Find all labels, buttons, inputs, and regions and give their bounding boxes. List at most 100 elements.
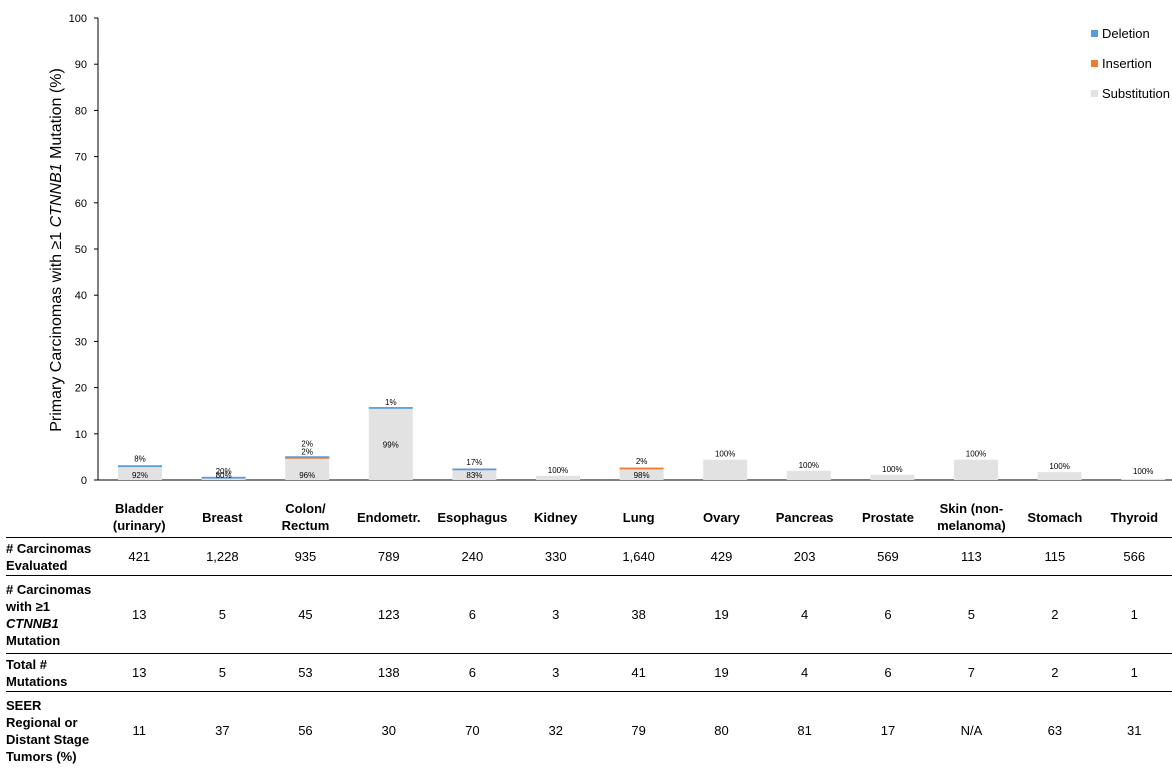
data-label-deletion: 8% [134,455,146,464]
table-header-row: Bladder (urinary) Breast Colon/ Rectum E… [6,497,1172,538]
table-cell: 17 [880,723,896,739]
bar-substitution [285,458,330,480]
bar-insertion [619,467,664,470]
table-cell: 1 [1130,607,1138,622]
legend-swatch-insertion [1091,60,1098,67]
table-header-cell: Lung [622,509,655,525]
table-cell: 13 [131,607,147,622]
table-cell: 115 [1044,549,1066,564]
table-cell: 113 [961,549,982,564]
table-cell: 4 [801,665,809,680]
table-cell: 421 [128,549,151,564]
y-tick-label: 60 [75,198,87,210]
y-tick-label: 20 [75,383,87,395]
data-label-substitution: 100% [966,450,986,459]
table-cell: 240 [461,549,484,564]
bar-substitution [1037,472,1082,480]
table-cell: 56 [298,723,313,739]
bar-substitution [536,475,580,480]
legend-label-deletion: Deletion [1102,26,1150,41]
table-header-cell: Bladder (urinary) [112,501,166,533]
table-cell: 5 [967,607,976,622]
legend-item-substitution: Substitution [1091,86,1170,101]
table-header-cell: Ovary [703,509,740,525]
bar-substitution [118,467,162,480]
table-cell: 1,228 [206,549,239,564]
table-cell: 123 [377,607,400,622]
legend-item-deletion: Deletion [1091,26,1170,41]
data-label-insertion: 2% [636,457,648,466]
row-label: SEER Regional or Distant Stage Tumors (%… [6,697,90,764]
data-table: Bladder (urinary) Breast Colon/ Rectum E… [6,497,1172,770]
legend-item-insertion: Insertion [1091,56,1170,71]
table-cell: 5 [218,607,226,622]
y-tick-label: 50 [75,244,87,256]
data-label-substitution: 100% [799,461,819,470]
data-label-substitution: 80% [216,471,232,480]
y-tick-label: 100 [69,13,87,25]
table-header-cell: Pancreas [775,509,834,525]
y-tick-label: 90 [75,59,87,71]
data-label-substitution: 100% [1049,462,1069,471]
bar-substitution [870,474,915,480]
table-cell: 80 [714,723,729,739]
legend-label-substitution: Substitution [1102,86,1170,101]
bar-deletion [118,465,162,468]
bar-deletion [285,456,330,459]
table-cell: 13 [131,665,147,680]
table-cell: 45 [298,607,313,622]
y-axis-label-text: Primary Carcinomas with ≥1 CTNNB1 Mutati… [48,68,65,432]
table-cell: 1 [1130,665,1138,680]
data-label-substitution: 100% [548,466,568,475]
bar-substitution [619,469,664,480]
table-header-cell: Thyroid [1110,509,1159,525]
y-tick-label: 70 [75,152,87,164]
row-label: Total # Mutations [6,656,68,689]
table-header-cell: Endometr. [356,509,421,525]
table-cell: N/A [960,723,983,739]
table-cell: 53 [298,665,313,680]
table-cell: 41 [631,665,646,680]
row-label: # Carcinomas with ≥1 CTNNB1 Mutation [6,581,92,648]
bar-substitution [452,470,497,480]
table-cell: 7 [967,665,976,680]
table-cell: 31 [1127,723,1142,739]
table-cell: 37 [215,723,230,739]
data-label-deletion: 2% [301,439,313,448]
bar-substitution [703,459,748,480]
bar-substitution [954,459,998,480]
table-cell: 19 [714,665,729,680]
table-header-cell: Colon/ Rectum [281,501,330,533]
table-cell: 19 [714,607,729,622]
table-cell: 203 [793,549,816,564]
table-row-total-mutations: Total # Mutations 13 5 53 138 6 3 41 19 … [6,653,1172,692]
table-cell: 79 [631,723,646,739]
row-label: # Carcinomas Evaluated [6,540,92,573]
legend-swatch-deletion [1091,30,1098,37]
table-header-cell: Skin (non-melanoma) [937,501,1006,533]
table-cell: 30 [381,723,396,739]
table-cell: 3 [552,665,560,680]
bar-deletion [368,407,413,409]
data-label-substitution: 83% [466,471,482,480]
legend-swatch-substitution [1091,90,1098,97]
data-label-substitution: 100% [1133,467,1153,476]
table-row-carcinomas-evaluated: # Carcinomas Evaluated 421 1,228 935 789… [6,537,1172,576]
data-label-substitution: 99% [383,440,399,449]
table-header-cell: Prostate [861,509,914,525]
table-cell: 1,640 [622,549,655,564]
table-cell: 81 [797,723,812,739]
table-cell: 38 [631,607,646,622]
table-cell: 6 [468,665,476,680]
bar-substitution [368,408,413,480]
table-cell: 6 [884,607,892,622]
table-header-cell: Breast [202,509,243,525]
data-label-substitution: 96% [299,471,315,480]
table-cell: 935 [294,549,317,564]
table-cell: 138 [377,665,400,680]
table-row-seer-stage: SEER Regional or Distant Stage Tumors (%… [6,691,1172,770]
bar-substitution [201,478,246,480]
data-label-deletion: 20% [216,467,232,476]
table-cell: 429 [710,549,733,564]
